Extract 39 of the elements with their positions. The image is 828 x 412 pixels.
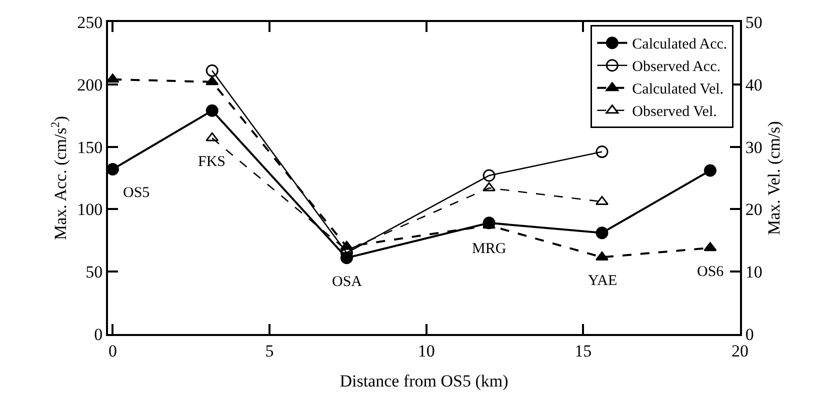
y-tick-label: 250	[77, 12, 103, 32]
point	[596, 146, 608, 158]
y2-tick-label: 20	[745, 200, 762, 220]
y2-tick-label: 40	[745, 75, 762, 94]
x-tick-label: 10	[418, 341, 435, 360]
point	[704, 164, 716, 177]
point	[206, 76, 219, 86]
y2-tick-label: 10	[745, 262, 762, 282]
point	[704, 242, 717, 252]
x-tick-label: 15	[574, 341, 592, 360]
y2-tick-label: 0	[745, 324, 754, 344]
annotation: FKS	[198, 154, 226, 170]
y2-tick-label: 50	[745, 12, 762, 32]
x-tick-label: 20	[732, 341, 748, 360]
legend-label: Calculated Acc.	[632, 36, 728, 53]
x-axis-title: Distance from OS5 (km)	[340, 371, 508, 390]
y2-tick-label: 30	[745, 138, 762, 157]
point	[206, 64, 218, 77]
point	[482, 169, 496, 182]
point	[482, 182, 496, 192]
annotation: OSA	[332, 274, 362, 290]
annotation: MRG	[472, 241, 506, 257]
y-tick-label: 200	[77, 75, 103, 94]
x-tick-label: 0	[108, 341, 117, 360]
legend-label: Calculated Vel.	[632, 82, 724, 98]
y-tick-label: 150	[77, 138, 103, 157]
point	[596, 226, 608, 240]
y-tick-label: 50	[86, 262, 103, 282]
point	[206, 104, 218, 117]
point	[206, 132, 219, 142]
annotation: OS5	[123, 185, 150, 201]
y-tick-label: 100	[77, 200, 103, 220]
y2-axis-title: Max. Vel. (cm/s)	[764, 121, 784, 235]
legend-label: Observed Acc.	[632, 59, 720, 76]
legend-label: Observed Vel.	[632, 104, 717, 120]
annotation: OS6	[697, 264, 724, 280]
annotation: YAE	[588, 273, 618, 289]
x-tick-label: 5	[265, 341, 274, 360]
y-tick-label: 0	[94, 324, 103, 344]
